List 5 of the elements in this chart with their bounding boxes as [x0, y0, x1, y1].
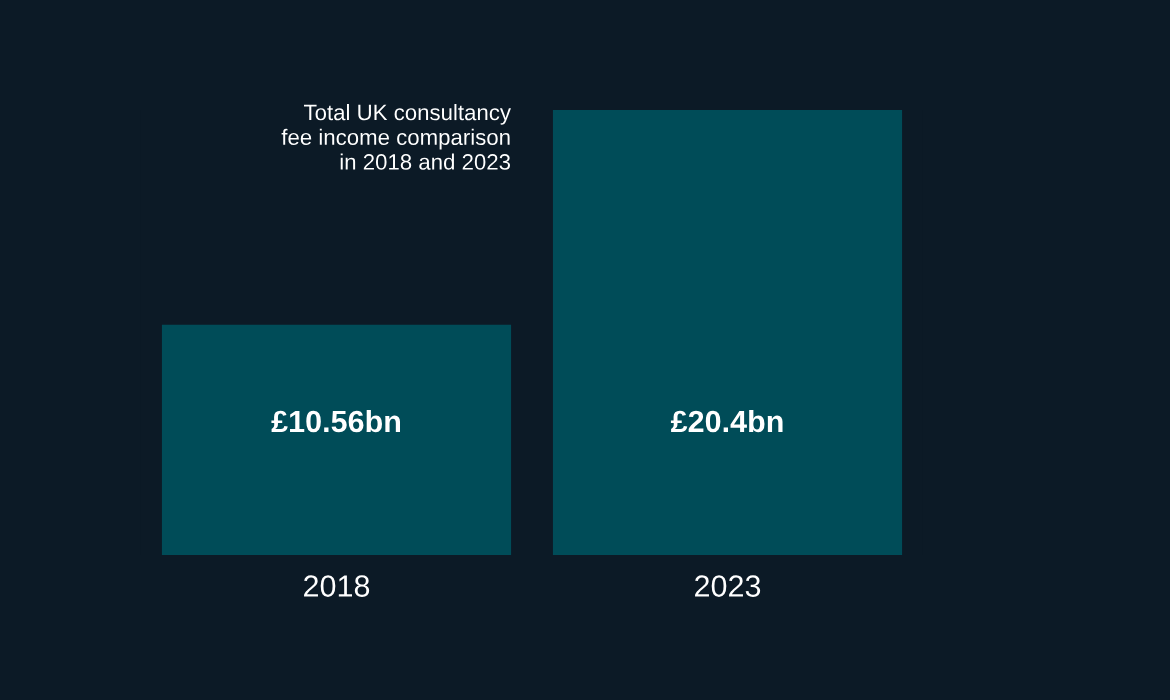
- x-tick-label: 2018: [304, 575, 370, 597]
- data-label: £20.4bn: [670, 409, 783, 433]
- text: Total UK consultancy fee income comparison in 2018 and 2023: [281, 104, 511, 170]
- data-label: £10.56bn: [271, 409, 401, 433]
- x-tick-label: 2023: [695, 575, 761, 597]
